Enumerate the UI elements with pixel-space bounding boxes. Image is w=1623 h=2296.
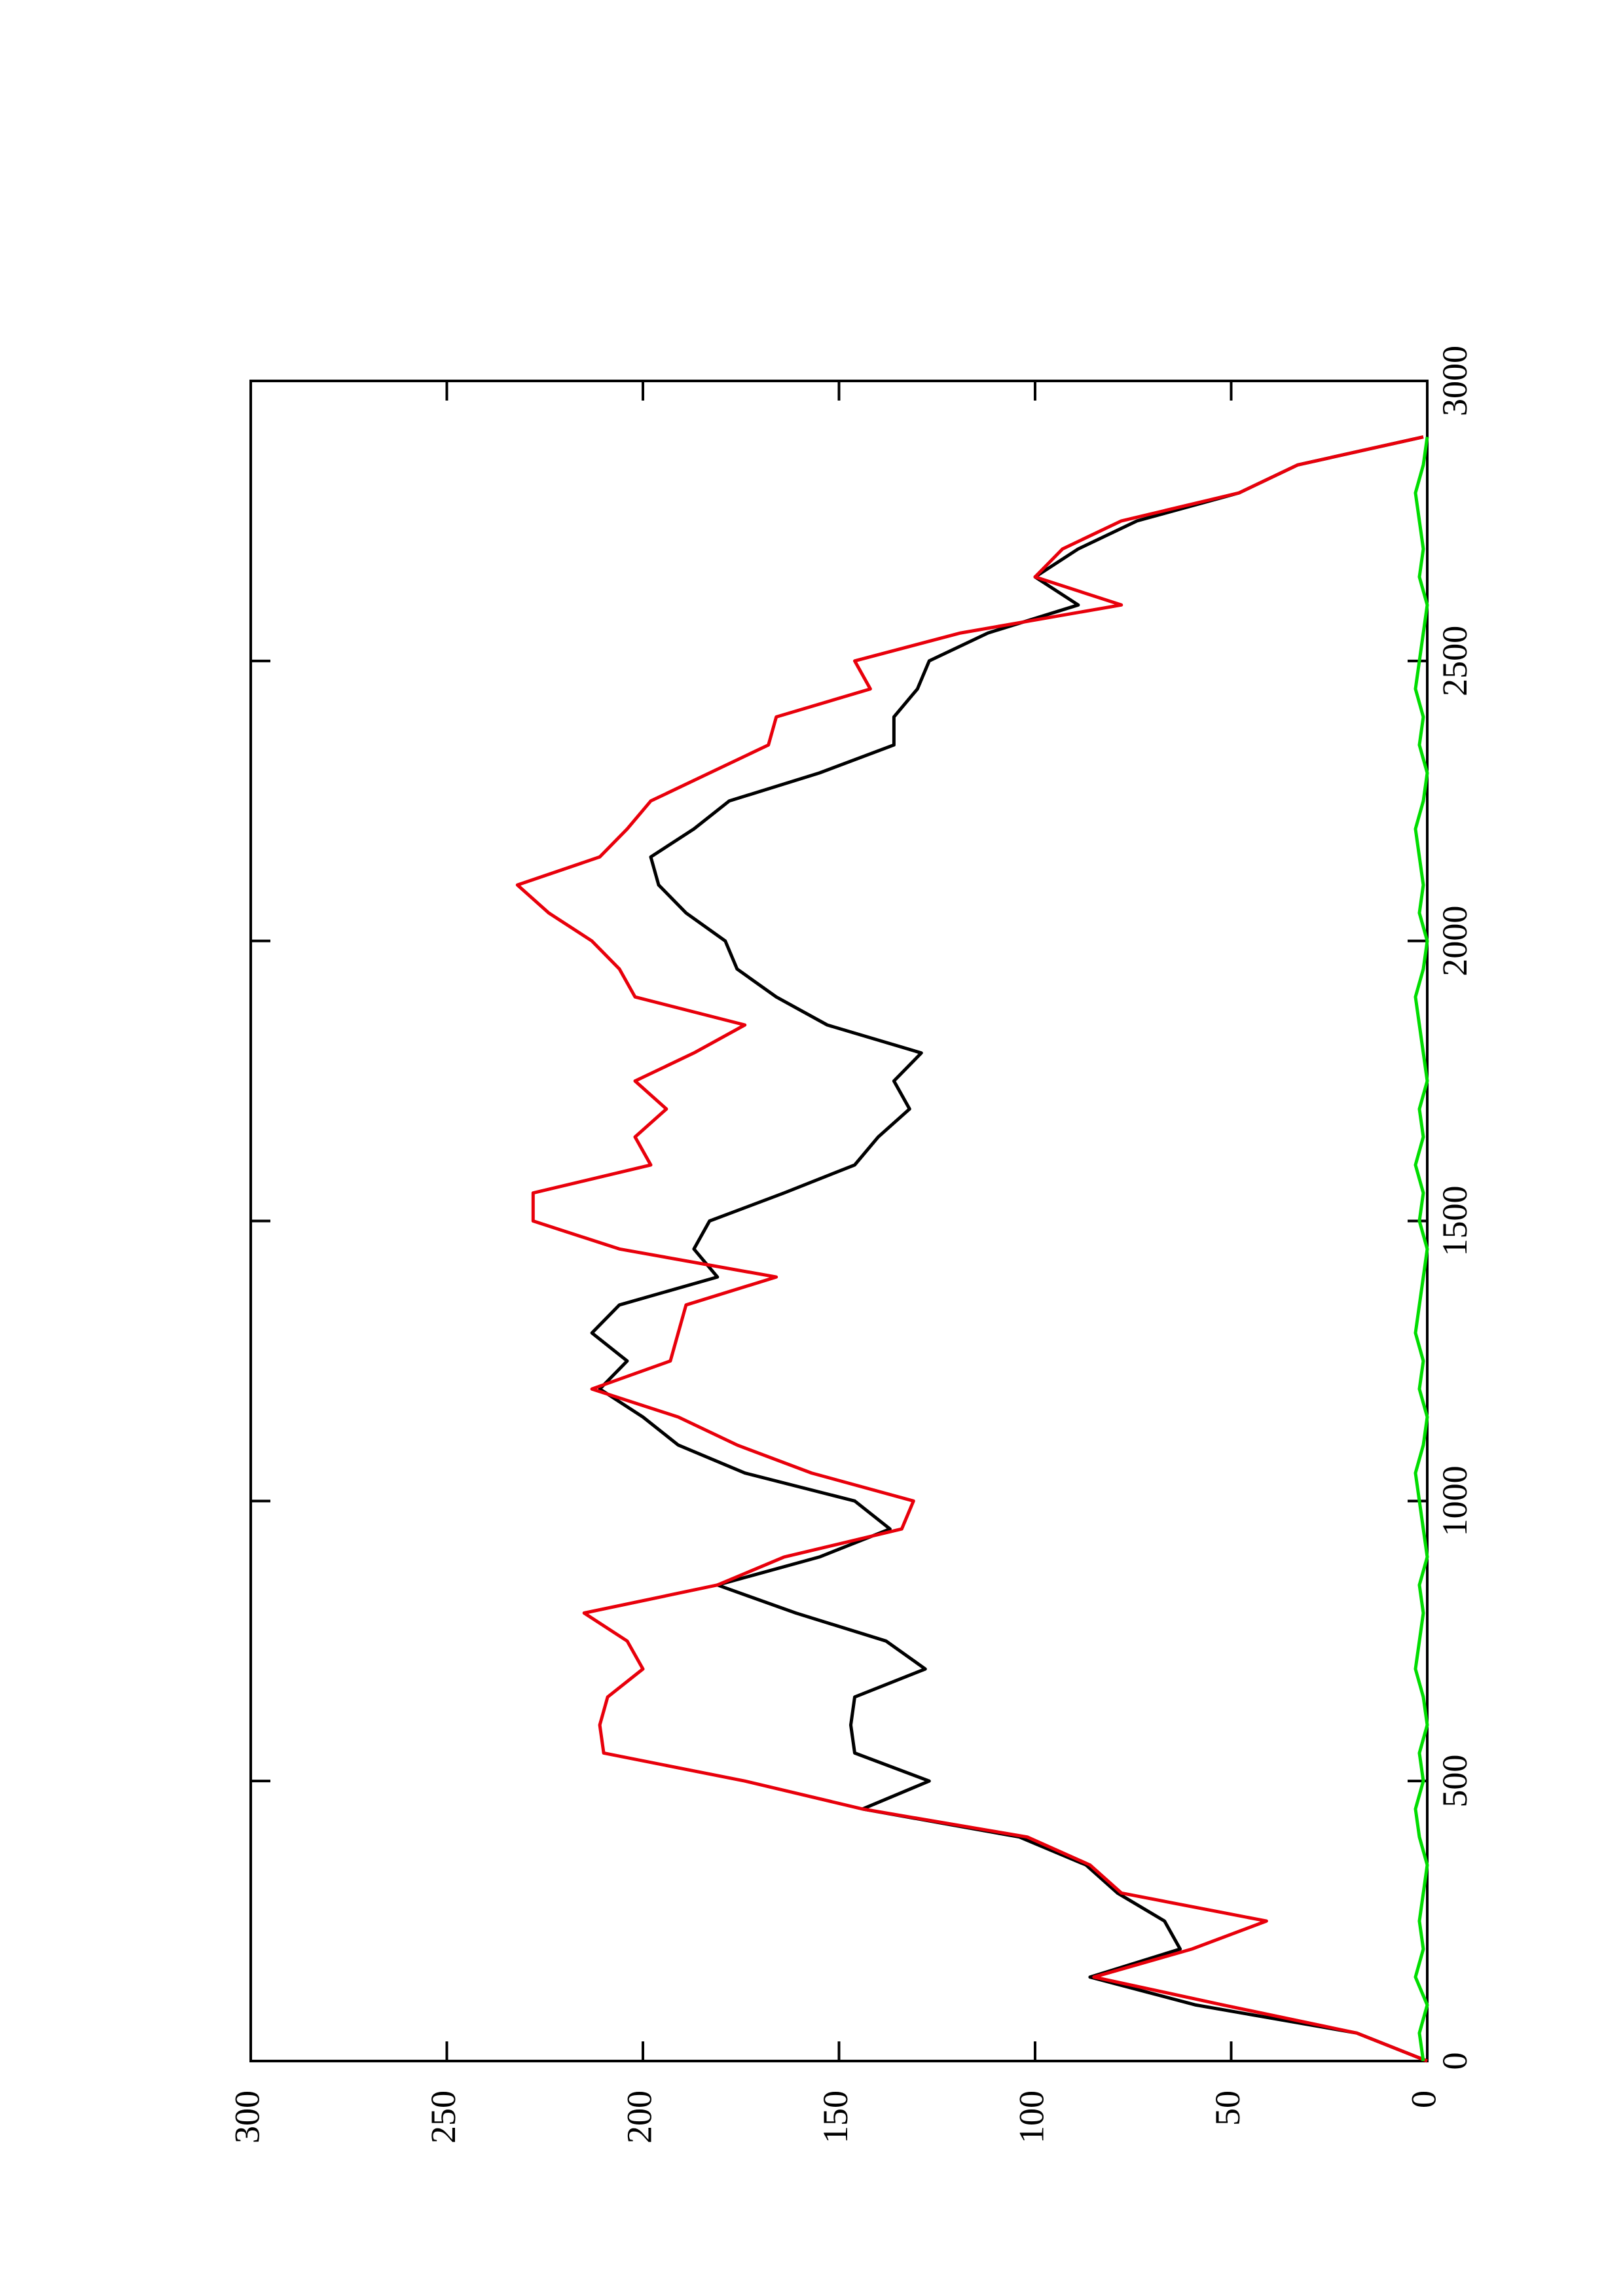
x-tick-label: 1500 [1435, 1186, 1474, 1257]
y-tick-label: 250 [424, 2090, 463, 2144]
series-line [1413, 437, 1429, 2062]
series-line [515, 435, 1428, 2063]
x-tick-label: 500 [1435, 1755, 1474, 1808]
y-tick-label: 150 [816, 2090, 855, 2144]
y-tick-label: 50 [1208, 2090, 1247, 2126]
x-tick-label: 2000 [1435, 906, 1474, 977]
y-tick-label: 300 [227, 2090, 266, 2144]
y-tick-label: 200 [619, 2090, 659, 2144]
x-tick-label: 1000 [1435, 1465, 1474, 1536]
series-line [590, 435, 1428, 2063]
x-tick-label: 3000 [1435, 346, 1474, 416]
x-tick-label: 0 [1435, 2053, 1474, 2070]
plot-frame [249, 380, 1429, 2062]
x-tick-label: 2500 [1435, 626, 1474, 696]
y-tick-label: 100 [1012, 2090, 1051, 2144]
y-tick-label: 0 [1404, 2090, 1443, 2108]
